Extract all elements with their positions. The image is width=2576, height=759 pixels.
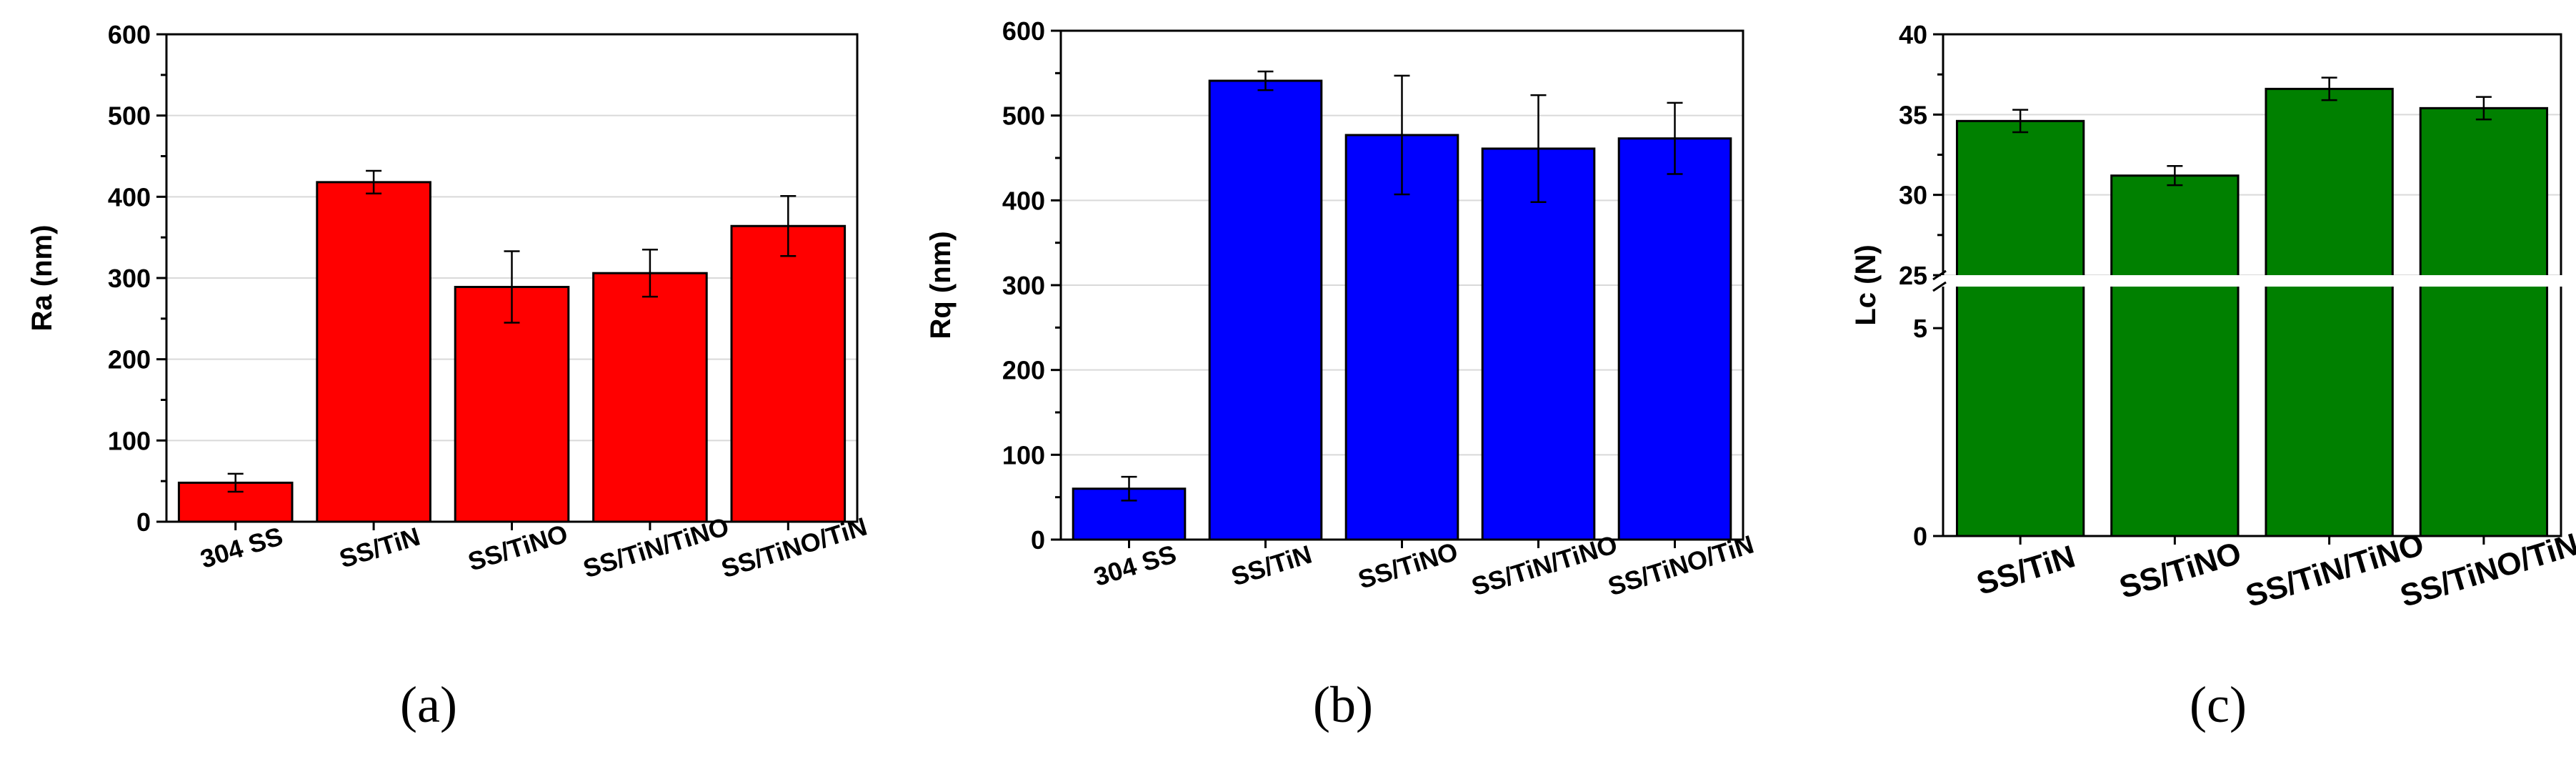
x-tick-label: SS/TiN [1972, 539, 2079, 602]
y-tick-label: 0 [1913, 522, 1927, 551]
x-tick-label: 304 SS [1090, 539, 1179, 592]
y-tick-label: 35 [1899, 100, 1927, 129]
x-tick-label: SS/TiNO [2115, 535, 2245, 605]
y-tick-label: 200 [1002, 356, 1045, 385]
y-axis-label: Lc (N) [1850, 244, 1882, 325]
y-tick-label: 100 [108, 426, 151, 455]
y-tick-label: 300 [1002, 271, 1045, 300]
x-tick-label: SS/TiN [1228, 540, 1315, 592]
panel-label: (a) [400, 676, 457, 733]
bar [2419, 106, 2549, 537]
bar [1208, 79, 1323, 541]
bar [1617, 137, 1732, 541]
bar [1955, 119, 2085, 537]
y-tick-label: 40 [1899, 20, 1927, 49]
y-tick-label: 200 [108, 345, 151, 374]
axis-break-mark [1932, 269, 1947, 281]
y-tick-label: 5 [1913, 314, 1927, 343]
y-tick-label: 300 [108, 264, 151, 293]
bar [316, 181, 431, 523]
bar [2265, 87, 2394, 537]
y-axis-label: Ra (nm) [26, 225, 58, 332]
x-tick-label: 304 SS [197, 521, 286, 574]
panel-label: (b) [1313, 676, 1373, 733]
bar [1344, 134, 1459, 541]
axis-break-mark [1932, 281, 1947, 292]
plot-frame [165, 33, 859, 523]
y-tick-label: 400 [108, 182, 151, 212]
x-tick-label: SS/TiN [336, 522, 423, 574]
y-tick-label: 100 [1002, 440, 1045, 470]
y-tick-label: 0 [1031, 525, 1045, 555]
x-tick-label: SS/TiNO/TiN [2396, 527, 2576, 614]
y-tick-label: 25 [1899, 261, 1927, 290]
y-tick-label: 400 [1002, 186, 1045, 215]
axis-break-gap [1941, 275, 2563, 287]
y-tick-label: 500 [1002, 101, 1045, 131]
y-tick-label: 0 [136, 507, 151, 537]
x-tick-label: SS/TiNO [1354, 536, 1461, 594]
y-axis-label: Rq (nm) [925, 231, 957, 339]
y-tick-label: 600 [108, 20, 151, 49]
plot-frame [1059, 29, 1744, 541]
bar [730, 224, 847, 523]
y-tick-label: 600 [1002, 16, 1045, 46]
bar [592, 272, 708, 523]
bar [2110, 174, 2240, 537]
y-tick-label: 30 [1899, 181, 1927, 210]
x-tick-label: SS/TiN/TiNO [2242, 527, 2428, 614]
bar [1481, 147, 1596, 541]
x-tick-label: SS/TiNO [464, 518, 571, 576]
panel-label: (c) [2190, 676, 2247, 733]
y-tick-label: 500 [108, 101, 151, 131]
